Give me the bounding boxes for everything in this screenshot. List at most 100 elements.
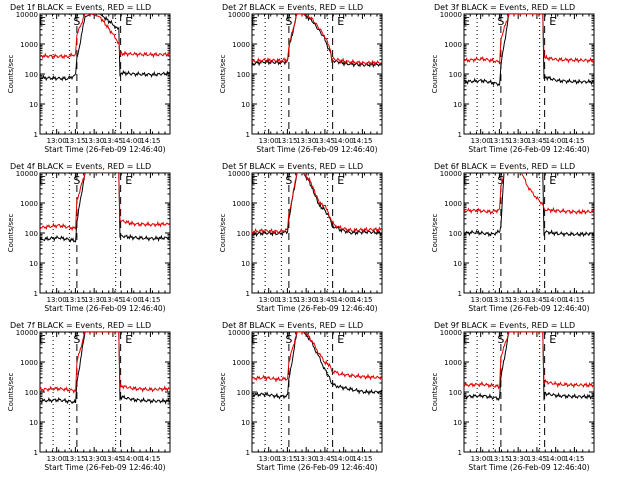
series-red-line [464, 173, 594, 215]
x-tick-label: 13:00 [47, 137, 67, 145]
x-tick-label: 13:00 [47, 296, 67, 304]
marker-label: E [463, 174, 470, 187]
x-tick-label: 13:00 [471, 455, 491, 463]
y-tick-label: 10000 [228, 11, 250, 19]
marker-label: E [125, 15, 132, 28]
panel-det-2: Det 2f BLACK = Events, RED = LLD E S E 1 10 10… [219, 3, 383, 154]
x-axis-label: Start Time (26-Feb-09 12:46:40) [256, 304, 377, 313]
x-tick-label: 13:00 [259, 137, 279, 145]
x-tick-label: 14:00 [122, 296, 142, 304]
plot-frame [39, 172, 171, 294]
x-tick-label: 14:15 [352, 296, 372, 304]
x-tick-label: 13:45 [103, 455, 123, 463]
marker-label: S [73, 15, 80, 28]
x-tick-label: 14:00 [546, 455, 566, 463]
x-tick-label: 14:15 [564, 296, 584, 304]
y-axis-label: Counts/sec [431, 55, 439, 94]
x-axis-label: Start Time (26-Feb-09 12:46:40) [256, 145, 377, 154]
x-tick-label: 14:15 [564, 455, 584, 463]
series-red-line [252, 14, 382, 67]
panel-title: Det 6f BLACK = Events, RED = LLD [434, 162, 575, 171]
x-tick-label: 13:15 [277, 296, 297, 304]
marker-label: E [337, 174, 344, 187]
panel-det-7: Det 7f BLACK = Events, RED = LLD E S E 1 10 10… [7, 321, 171, 472]
x-tick-label: 13:30 [84, 455, 104, 463]
y-tick-label: 10 [453, 260, 462, 268]
x-tick-label: 13:30 [84, 296, 104, 304]
y-tick-label: 1 [458, 449, 462, 457]
y-tick-label: 1000 [20, 359, 38, 367]
x-tick-label: 13:45 [315, 296, 335, 304]
series-red-line [40, 14, 170, 60]
y-tick-label: 10000 [16, 170, 38, 178]
marker-label: E [39, 174, 46, 187]
marker-label: E [549, 333, 556, 346]
y-tick-label: 10 [241, 419, 250, 427]
y-axis-label: Counts/sec [431, 373, 439, 412]
plot-frame [251, 13, 383, 135]
x-tick-label: 13:30 [296, 137, 316, 145]
y-axis-label: Counts/sec [7, 55, 15, 94]
y-tick-label: 1000 [232, 41, 250, 49]
x-tick-label: 13:45 [315, 137, 335, 145]
x-axis-label: Start Time (26-Feb-09 12:46:40) [468, 304, 589, 313]
y-tick-label: 100 [25, 389, 38, 397]
y-tick-label: 10000 [440, 170, 462, 178]
y-tick-label: 10000 [440, 329, 462, 337]
y-tick-label: 10 [29, 260, 38, 268]
panel-det-5: Det 5f BLACK = Events, RED = LLD E S E 1 10 10… [219, 162, 383, 313]
panel-det-9: Det 9f BLACK = Events, RED = LLD E S E 1 10 10… [431, 321, 595, 472]
series-black-line [40, 14, 170, 82]
x-tick-label: 13:30 [508, 455, 528, 463]
y-tick-label: 10000 [228, 170, 250, 178]
x-tick-label: 13:00 [259, 455, 279, 463]
panel-title: Det 5f BLACK = Events, RED = LLD [222, 162, 363, 171]
y-tick-label: 10 [453, 419, 462, 427]
y-tick-label: 1000 [20, 200, 38, 208]
marker-label: E [463, 15, 470, 28]
y-axis-label: Counts/sec [7, 214, 15, 253]
y-tick-label: 100 [237, 71, 250, 79]
x-tick-label: 13:15 [65, 296, 85, 304]
x-tick-label: 13:45 [527, 137, 547, 145]
y-tick-label: 1 [458, 131, 462, 139]
x-tick-label: 14:15 [564, 137, 584, 145]
y-tick-label: 100 [449, 389, 462, 397]
series-black-line [464, 14, 594, 87]
marker-label: S [497, 333, 504, 346]
series-red-line [252, 173, 382, 235]
x-axis-label: Start Time (26-Feb-09 12:46:40) [44, 304, 165, 313]
marker-label: E [125, 333, 132, 346]
y-tick-label: 1 [246, 131, 250, 139]
marker-label: S [285, 15, 292, 28]
y-tick-label: 100 [25, 230, 38, 238]
marker-label: E [337, 333, 344, 346]
y-tick-label: 1 [34, 131, 38, 139]
series-black-line [40, 332, 170, 405]
y-tick-label: 1000 [444, 359, 462, 367]
series-black-line [252, 173, 382, 237]
y-tick-label: 10 [29, 101, 38, 109]
panel-det-8: Det 8f BLACK = Events, RED = LLD E S E 1 10 10… [219, 321, 383, 472]
marker-label: S [285, 174, 292, 187]
marker-label: S [73, 174, 80, 187]
panel-det-3: Det 3f BLACK = Events, RED = LLD E S E 1 10 10… [431, 3, 595, 154]
x-axis-label: Start Time (26-Feb-09 12:46:40) [44, 145, 165, 154]
marker-label: E [337, 15, 344, 28]
marker-label: E [251, 333, 258, 346]
x-tick-label: 13:30 [84, 137, 104, 145]
series-black-line [252, 14, 382, 69]
x-tick-label: 13:00 [259, 296, 279, 304]
x-tick-label: 13:15 [489, 296, 509, 304]
series-red-line [40, 173, 170, 232]
x-tick-label: 14:00 [334, 137, 354, 145]
x-axis-label: Start Time (26-Feb-09 12:46:40) [468, 145, 589, 154]
x-axis-label: Start Time (26-Feb-09 12:46:40) [468, 463, 589, 472]
x-tick-label: 13:45 [527, 296, 547, 304]
y-tick-label: 1000 [444, 200, 462, 208]
y-tick-label: 1 [246, 449, 250, 457]
x-tick-label: 14:00 [546, 137, 566, 145]
x-tick-label: 13:45 [103, 137, 123, 145]
x-tick-label: 13:30 [508, 137, 528, 145]
x-tick-label: 14:15 [352, 137, 372, 145]
